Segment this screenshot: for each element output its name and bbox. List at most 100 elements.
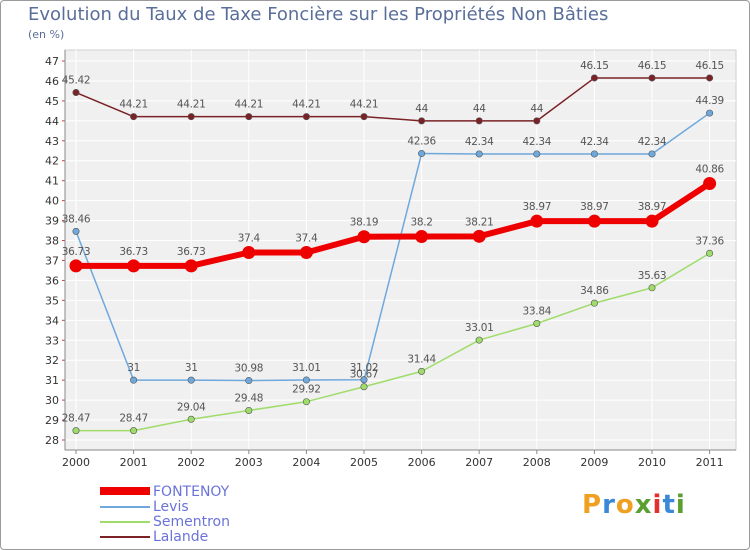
data-point-lalande: [360, 113, 368, 121]
y-tick-label: 47: [45, 55, 59, 68]
data-label-sementron: 33.01: [465, 322, 494, 334]
data-point-sementron: [187, 415, 195, 423]
data-label-fontenoy: 38.97: [580, 201, 609, 213]
y-tick-label: 29: [45, 414, 59, 427]
data-label-fontenoy: 38.97: [638, 201, 667, 213]
plot-area: [64, 49, 737, 451]
y-tick-label: 31: [45, 374, 59, 387]
data-label-sementron: 28.47: [119, 413, 148, 425]
data-label-fontenoy: 36.73: [119, 246, 148, 258]
series-line-fontenoy: [76, 180, 712, 269]
x-tick-label: 2004: [292, 456, 320, 469]
data-point-fontenoy: [645, 214, 659, 228]
data-point-lalande: [590, 74, 598, 82]
y-tick-label: 30: [45, 394, 59, 407]
data-label-levis: 31: [127, 362, 140, 374]
data-point-levis: [475, 150, 483, 158]
data-point-sementron: [245, 406, 253, 414]
x-tick-label: 2005: [350, 456, 378, 469]
data-label-fontenoy: 37.4: [295, 232, 318, 244]
data-point-sementron: [533, 320, 541, 328]
legend-swatch-sementron: [100, 521, 150, 523]
data-point-levis: [706, 109, 714, 117]
y-tick-label: 46: [45, 75, 59, 88]
y-tick-label: 42: [45, 155, 59, 168]
data-label-sementron: 33.84: [523, 306, 552, 318]
data-point-sementron: [648, 284, 656, 292]
data-point-levis: [648, 150, 656, 158]
data-label-lalande: 44.21: [177, 99, 206, 111]
data-label-levis: 30.98: [235, 363, 264, 375]
data-point-fontenoy: [587, 214, 601, 228]
y-tick-label: 33: [45, 334, 59, 347]
data-label-fontenoy: 38.2: [411, 217, 433, 229]
logo-letter: P: [582, 490, 603, 520]
data-label-lalande: 44.21: [235, 99, 264, 111]
y-tick-label: 34: [45, 314, 59, 327]
data-point-lalande: [302, 113, 310, 121]
data-point-fontenoy: [242, 245, 256, 259]
data-label-fontenoy: 40.86: [695, 163, 724, 175]
y-tick-label: 39: [45, 215, 59, 228]
data-point-fontenoy: [184, 259, 198, 273]
data-point-sementron: [130, 427, 138, 435]
y-tick-label: 38: [45, 235, 59, 248]
data-label-lalande: 46.15: [638, 60, 667, 72]
proxiti-logo: Proxiti: [582, 490, 686, 520]
data-label-sementron: 28.47: [62, 413, 91, 425]
data-label-sementron: 29.04: [177, 401, 206, 413]
data-point-levis: [245, 377, 253, 385]
series-line-lalande: [75, 77, 710, 122]
x-tick-label: 2010: [638, 456, 666, 469]
series-line-levis: [75, 112, 711, 382]
y-tick-label: 40: [45, 195, 59, 208]
data-point-fontenoy: [703, 176, 717, 190]
data-label-levis: 42.34: [580, 136, 609, 148]
legend-swatch-lalande: [100, 536, 150, 538]
logo-letter: i: [675, 490, 686, 520]
data-point-levis: [302, 376, 310, 384]
data-label-fontenoy: 36.73: [62, 246, 91, 258]
data-point-fontenoy: [530, 214, 544, 228]
data-point-lalande: [418, 117, 426, 125]
data-point-sementron: [302, 398, 310, 406]
data-label-sementron: 29.92: [292, 384, 321, 396]
data-label-lalande: 44.21: [119, 99, 148, 111]
data-point-levis: [130, 376, 138, 384]
data-label-levis: 42.36: [407, 136, 436, 148]
data-label-levis: 42.34: [465, 136, 494, 148]
data-label-fontenoy: 38.21: [465, 216, 494, 228]
data-label-lalande: 46.15: [580, 60, 609, 72]
data-label-levis: 42.34: [523, 136, 552, 148]
data-point-fontenoy: [415, 230, 429, 244]
data-label-fontenoy: 37.4: [238, 232, 261, 244]
data-point-levis: [72, 227, 80, 235]
data-point-levis: [418, 150, 426, 158]
data-label-levis: 31.01: [292, 362, 321, 374]
data-point-lalande: [475, 117, 483, 125]
series-line-sementron: [76, 252, 710, 432]
x-tick-label: 2006: [408, 456, 436, 469]
data-label-lalande: 44: [530, 103, 543, 115]
logo-letter: o: [615, 490, 635, 520]
data-point-sementron: [360, 383, 368, 391]
data-label-sementron: 31.44: [407, 353, 436, 365]
data-label-levis: 31: [185, 362, 198, 374]
data-point-levis: [360, 376, 368, 384]
legend-swatch-levis: [100, 506, 150, 508]
data-point-levis: [187, 376, 195, 384]
data-point-sementron: [418, 367, 426, 375]
data-point-fontenoy: [127, 259, 141, 273]
legend-label: Sementron: [153, 514, 230, 530]
data-label-sementron: 37.36: [695, 235, 724, 247]
legend-label: Lalande: [153, 529, 209, 545]
data-point-lalande: [130, 113, 138, 121]
data-point-lalande: [648, 74, 656, 82]
data-point-fontenoy: [472, 229, 486, 243]
data-point-lalande: [187, 113, 195, 121]
data-label-lalande: 44.21: [292, 99, 321, 111]
data-point-sementron: [72, 427, 80, 435]
legend-label: Levis: [153, 499, 189, 515]
data-point-levis: [590, 150, 598, 158]
